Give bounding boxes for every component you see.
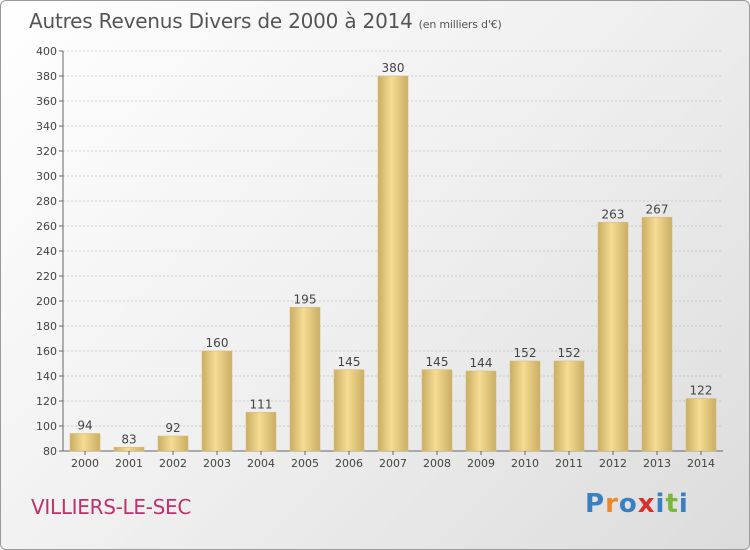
y-tick-label: 400 [36, 45, 57, 58]
bar [157, 435, 189, 452]
x-tick-label: 2013 [643, 457, 671, 470]
bar-value-label: 152 [514, 346, 537, 360]
bar [113, 446, 145, 452]
bar [641, 216, 673, 452]
bar-value-label: 160 [206, 336, 229, 350]
bar-value-label: 83 [121, 432, 136, 446]
bar [553, 360, 585, 452]
bar [377, 75, 409, 452]
x-tick-label: 2002 [159, 457, 187, 470]
chart-unit: (en milliers d'€) [418, 18, 502, 31]
x-tick-label: 2008 [423, 457, 451, 470]
x-tick-label: 2004 [247, 457, 275, 470]
y-tick-label: 380 [36, 70, 57, 83]
bar [465, 370, 497, 452]
bar [333, 369, 365, 452]
y-tick-label: 80 [43, 445, 57, 458]
commune-name: VILLIERS-LE-SEC [31, 495, 192, 519]
bar [245, 411, 277, 452]
y-tick-label: 100 [36, 420, 57, 433]
y-tick-label: 120 [36, 395, 57, 408]
bar-value-label: 145 [338, 355, 361, 369]
y-tick-label: 200 [36, 295, 57, 308]
y-tick-label: 140 [36, 370, 57, 383]
logo-letter: i [678, 489, 689, 519]
y-tick-label: 280 [36, 195, 57, 208]
y-tick-label: 300 [36, 170, 57, 183]
x-tick-label: 2010 [511, 457, 539, 470]
y-tick-label: 340 [36, 120, 57, 133]
bar-value-label: 111 [250, 397, 273, 411]
bar-value-label: 122 [690, 384, 713, 398]
x-tick-label: 2000 [71, 457, 99, 470]
bar [289, 306, 321, 452]
x-tick-label: 2003 [203, 457, 231, 470]
bar-value-label: 94 [77, 419, 92, 433]
proxiti-logo: Proxiti [585, 489, 689, 519]
bar-value-label: 263 [602, 207, 625, 221]
x-tick-label: 2006 [335, 457, 363, 470]
x-tick-label: 2009 [467, 457, 495, 470]
x-tick-label: 2005 [291, 457, 319, 470]
bar [69, 433, 101, 452]
logo-letter: r [605, 489, 619, 519]
bar [421, 369, 453, 452]
x-tick-label: 2011 [555, 457, 583, 470]
chart-title-text: Autres Revenus Divers de 2000 à 2014 [29, 9, 413, 33]
bar-value-label: 380 [382, 61, 405, 75]
logo-letter: i [655, 489, 666, 519]
bar-value-label: 195 [294, 292, 317, 306]
y-tick-label: 160 [36, 345, 57, 358]
y-tick-label: 180 [36, 320, 57, 333]
bar-value-label: 145 [426, 355, 449, 369]
y-tick-label: 240 [36, 245, 57, 258]
bar-value-label: 152 [558, 346, 581, 360]
bar [201, 350, 233, 452]
bar-value-label: 144 [470, 356, 493, 370]
logo-letter: x [637, 489, 656, 519]
logo-letter: o [618, 489, 638, 519]
bar-value-label: 92 [165, 421, 180, 435]
logo-letter: P [585, 489, 606, 519]
x-tick-label: 2001 [115, 457, 143, 470]
y-tick-label: 360 [36, 95, 57, 108]
bar [597, 221, 629, 452]
y-tick-label: 260 [36, 220, 57, 233]
x-tick-label: 2014 [687, 457, 715, 470]
x-tick-label: 2007 [379, 457, 407, 470]
logo-letter: t [665, 489, 679, 519]
bar-value-label: 267 [646, 202, 669, 216]
x-tick-label: 2012 [599, 457, 627, 470]
bar [509, 360, 541, 452]
y-tick-label: 320 [36, 145, 57, 158]
chart-title: Autres Revenus Divers de 2000 à 2014 (en … [29, 9, 502, 33]
bar [685, 398, 717, 452]
y-tick-label: 220 [36, 270, 57, 283]
